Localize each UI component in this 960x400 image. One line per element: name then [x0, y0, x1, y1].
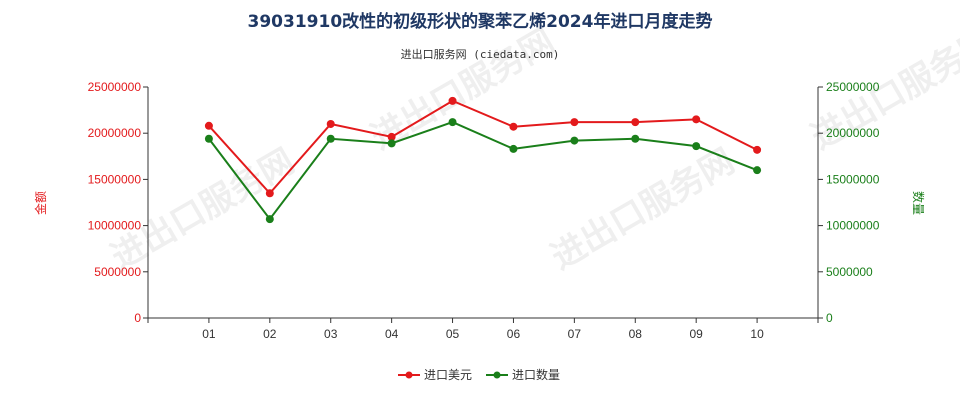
watermark-text: 进出口服务网 — [545, 141, 742, 278]
legend-marker-quantity — [493, 371, 501, 379]
data-point-amount[interactable] — [753, 145, 762, 154]
watermark-text: 进出口服务网 — [105, 141, 302, 278]
right-y-tick-label: 15000000 — [826, 172, 880, 186]
data-point-amount[interactable] — [692, 115, 701, 124]
data-point-quantity[interactable] — [265, 215, 274, 224]
data-point-amount[interactable] — [204, 121, 213, 130]
right-y-tick-label: 20000000 — [826, 126, 880, 140]
data-point-amount[interactable] — [509, 122, 518, 131]
data-point-quantity[interactable] — [692, 142, 701, 151]
x-tick-label: 06 — [507, 327, 521, 341]
series-line-amount — [208, 99, 758, 195]
chart-subtitle: 进出口服务网 (ciedata.com) — [401, 47, 560, 61]
x-tick-label: 10 — [750, 327, 764, 341]
right-y-tick-label: 25000000 — [826, 80, 880, 94]
left-y-tick-label: 15000000 — [88, 172, 142, 186]
left-y-tick-label: 20000000 — [88, 126, 142, 140]
data-point-amount[interactable] — [570, 118, 579, 127]
right-y-tick-label: 10000000 — [826, 219, 880, 233]
chart-title: 39031910改性的初级形状的聚苯乙烯2024年进口月度走势 — [248, 11, 713, 32]
x-tick-label: 03 — [324, 327, 338, 341]
x-tick-label: 01 — [202, 327, 216, 341]
data-point-quantity[interactable] — [448, 118, 457, 127]
data-point-quantity[interactable] — [326, 134, 335, 143]
data-point-amount[interactable] — [326, 119, 335, 128]
series-layer — [204, 96, 762, 224]
data-point-amount[interactable] — [387, 132, 396, 141]
data-point-amount[interactable] — [448, 96, 457, 105]
x-tick-label: 08 — [629, 327, 643, 341]
left-y-axis-label: 金额 — [33, 191, 48, 215]
data-point-quantity[interactable] — [387, 139, 396, 148]
right-y-tick-label: 5000000 — [826, 265, 873, 279]
x-tick-label: 09 — [690, 327, 704, 341]
data-point-quantity[interactable] — [570, 136, 579, 145]
right-y-ticks: 0 5000000 10000000 15000000 20000000 25000000 — [818, 80, 880, 325]
legend: 进口美元 进口数量 — [398, 367, 560, 382]
legend-item-quantity[interactable]: 进口数量 — [486, 367, 560, 382]
left-y-tick-label: 10000000 — [88, 219, 142, 233]
data-point-amount[interactable] — [631, 118, 640, 127]
right-y-tick-label: 0 — [826, 311, 833, 325]
legend-item-amount[interactable]: 进口美元 — [398, 368, 472, 382]
legend-marker-amount — [405, 371, 413, 379]
data-point-quantity[interactable] — [631, 134, 640, 143]
x-tick-label: 02 — [263, 327, 277, 341]
left-y-ticks: 0 5000000 10000000 15000000 20000000 25000000 — [88, 80, 148, 325]
data-point-quantity[interactable] — [204, 134, 213, 143]
legend-label-amount: 进口美元 — [424, 368, 472, 382]
x-tick-label: 05 — [446, 327, 460, 341]
data-point-amount[interactable] — [265, 189, 274, 198]
left-y-tick-label: 5000000 — [94, 265, 141, 279]
x-tick-label: 04 — [385, 327, 399, 341]
x-tick-label: 07 — [568, 327, 582, 341]
legend-label-quantity: 进口数量 — [512, 367, 560, 382]
left-y-tick-label: 0 — [134, 311, 141, 325]
data-point-quantity[interactable] — [753, 166, 762, 175]
data-point-quantity[interactable] — [509, 144, 518, 153]
x-axis-ticks: 01 02 03 04 05 06 07 08 09 10 — [147, 318, 819, 341]
series-line-quantity — [208, 121, 758, 221]
left-y-tick-label: 25000000 — [88, 80, 142, 94]
right-y-axis-label: 数量 — [911, 191, 926, 215]
